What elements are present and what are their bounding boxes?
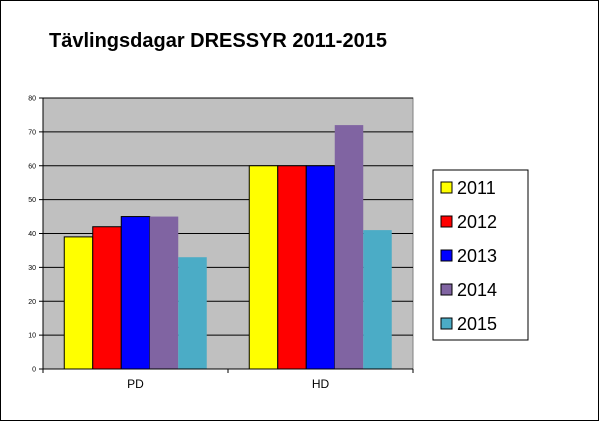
y-axis-labels: 0 10 20 30 40 50 60 70 80 (28, 96, 36, 374)
y-tick-label: 20 (28, 299, 36, 306)
bar-pd-2012 (92, 226, 122, 370)
y-tick-label: 40 (28, 231, 36, 238)
y-tick-label: 30 (28, 265, 36, 272)
y-tick-label: 70 (28, 129, 36, 136)
y-tick-label: 80 (28, 96, 36, 103)
axes (39, 97, 414, 373)
x-tick-label: PD (127, 377, 144, 391)
legend-swatch-2011 (440, 181, 453, 194)
x-tick-label: HD (312, 377, 330, 391)
bar-pd-2013 (120, 216, 151, 370)
legend-swatch-2013 (440, 249, 453, 262)
legend-label-2013: 2013 (457, 246, 497, 266)
bar-hd-2011 (248, 165, 279, 370)
y-tick-label: 50 (28, 197, 36, 204)
y-tick-label: 60 (28, 163, 36, 170)
bar-pd-2014 (149, 216, 179, 369)
legend-swatch-2012 (440, 215, 453, 228)
bar-pd-2011 (63, 236, 94, 370)
y-tick-label: 10 (28, 333, 36, 340)
bar-hd-2012 (277, 165, 307, 370)
bar-hd-2015 (363, 230, 392, 369)
bar-pd-2015 (178, 257, 207, 369)
legend-label-2012: 2012 (457, 212, 497, 232)
legend-label-2015: 2015 (457, 314, 497, 334)
legend-label-2011: 2011 (457, 178, 496, 198)
legend: 2011 2012 2013 2014 2015 (432, 169, 529, 341)
legend-label-2014: 2014 (457, 280, 497, 300)
y-tick-label: 0 (32, 367, 36, 374)
legend-swatch-2015 (440, 317, 453, 330)
bar-hd-2014 (334, 125, 364, 369)
chart-title: Tävlingsdagar DRESSYR 2011-2015 (49, 30, 387, 52)
x-axis-labels: PD HD (127, 377, 329, 391)
bar-hd-2013 (305, 165, 336, 370)
bars (63, 125, 392, 370)
legend-swatch-2014 (440, 283, 453, 296)
